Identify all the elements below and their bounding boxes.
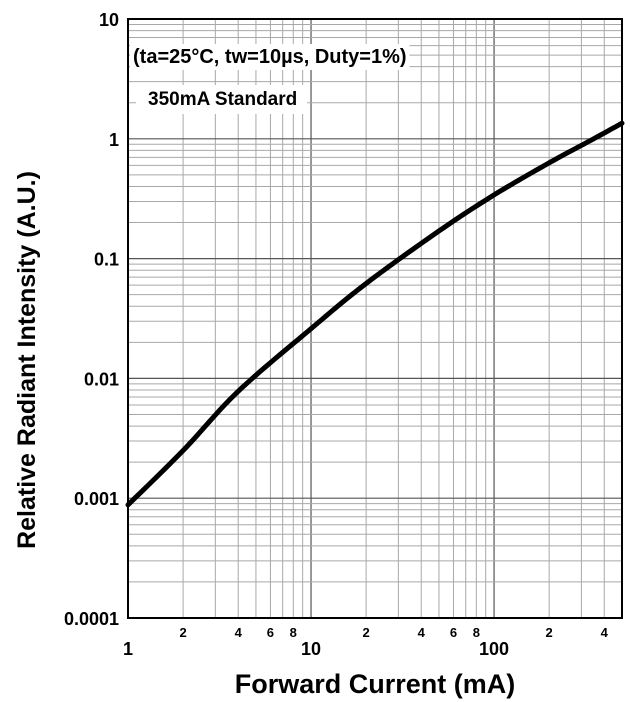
- x-minor-tick-label: 6: [267, 625, 274, 640]
- x-minor-tick-label: 8: [290, 625, 297, 640]
- annotation-layer: (ta=25°C, tw=10µs, Duty=1%) 350mA Standa…: [130, 44, 410, 114]
- plot-frame: [127, 18, 623, 619]
- y-tick-label: 10: [99, 10, 119, 30]
- x-tick-label: 10: [301, 639, 321, 659]
- y-tick-label: 0.001: [74, 489, 119, 509]
- x-minor-tick-label: 4: [235, 625, 243, 640]
- standard-annotation-bg: [136, 85, 308, 114]
- y-tick-label: 0.0001: [64, 609, 119, 629]
- y-axis-label: Relative Radiant Intensity (A.U.): [13, 171, 41, 549]
- intensity-curve: [125, 120, 625, 508]
- x-axis-label: Forward Current (mA): [235, 669, 516, 699]
- x-tick-label: 1: [123, 639, 133, 659]
- y-tick-label: 1: [109, 130, 119, 150]
- x-minor-tick-label: 2: [363, 625, 370, 640]
- y-tick-label: 0.1: [94, 250, 119, 270]
- x-minor-tick-label: 4: [601, 625, 609, 640]
- x-minor-tick-label: 8: [473, 625, 480, 640]
- conditions-annotation-bg: [130, 44, 410, 70]
- conditions-annotation: (ta=25°C, tw=10µs, Duty=1%): [133, 46, 407, 68]
- x-minor-tick-label: 2: [179, 625, 186, 640]
- standard-annotation: 350mA Standard: [148, 89, 297, 110]
- x-minor-tick-label: 6: [450, 625, 457, 640]
- series-layer: [125, 120, 625, 508]
- y-tick-label: 0.01: [84, 369, 119, 389]
- x-tick-label: 100: [479, 639, 509, 659]
- x-minor-tick-label: 4: [418, 625, 426, 640]
- x-minor-tick-label: 2: [546, 625, 553, 640]
